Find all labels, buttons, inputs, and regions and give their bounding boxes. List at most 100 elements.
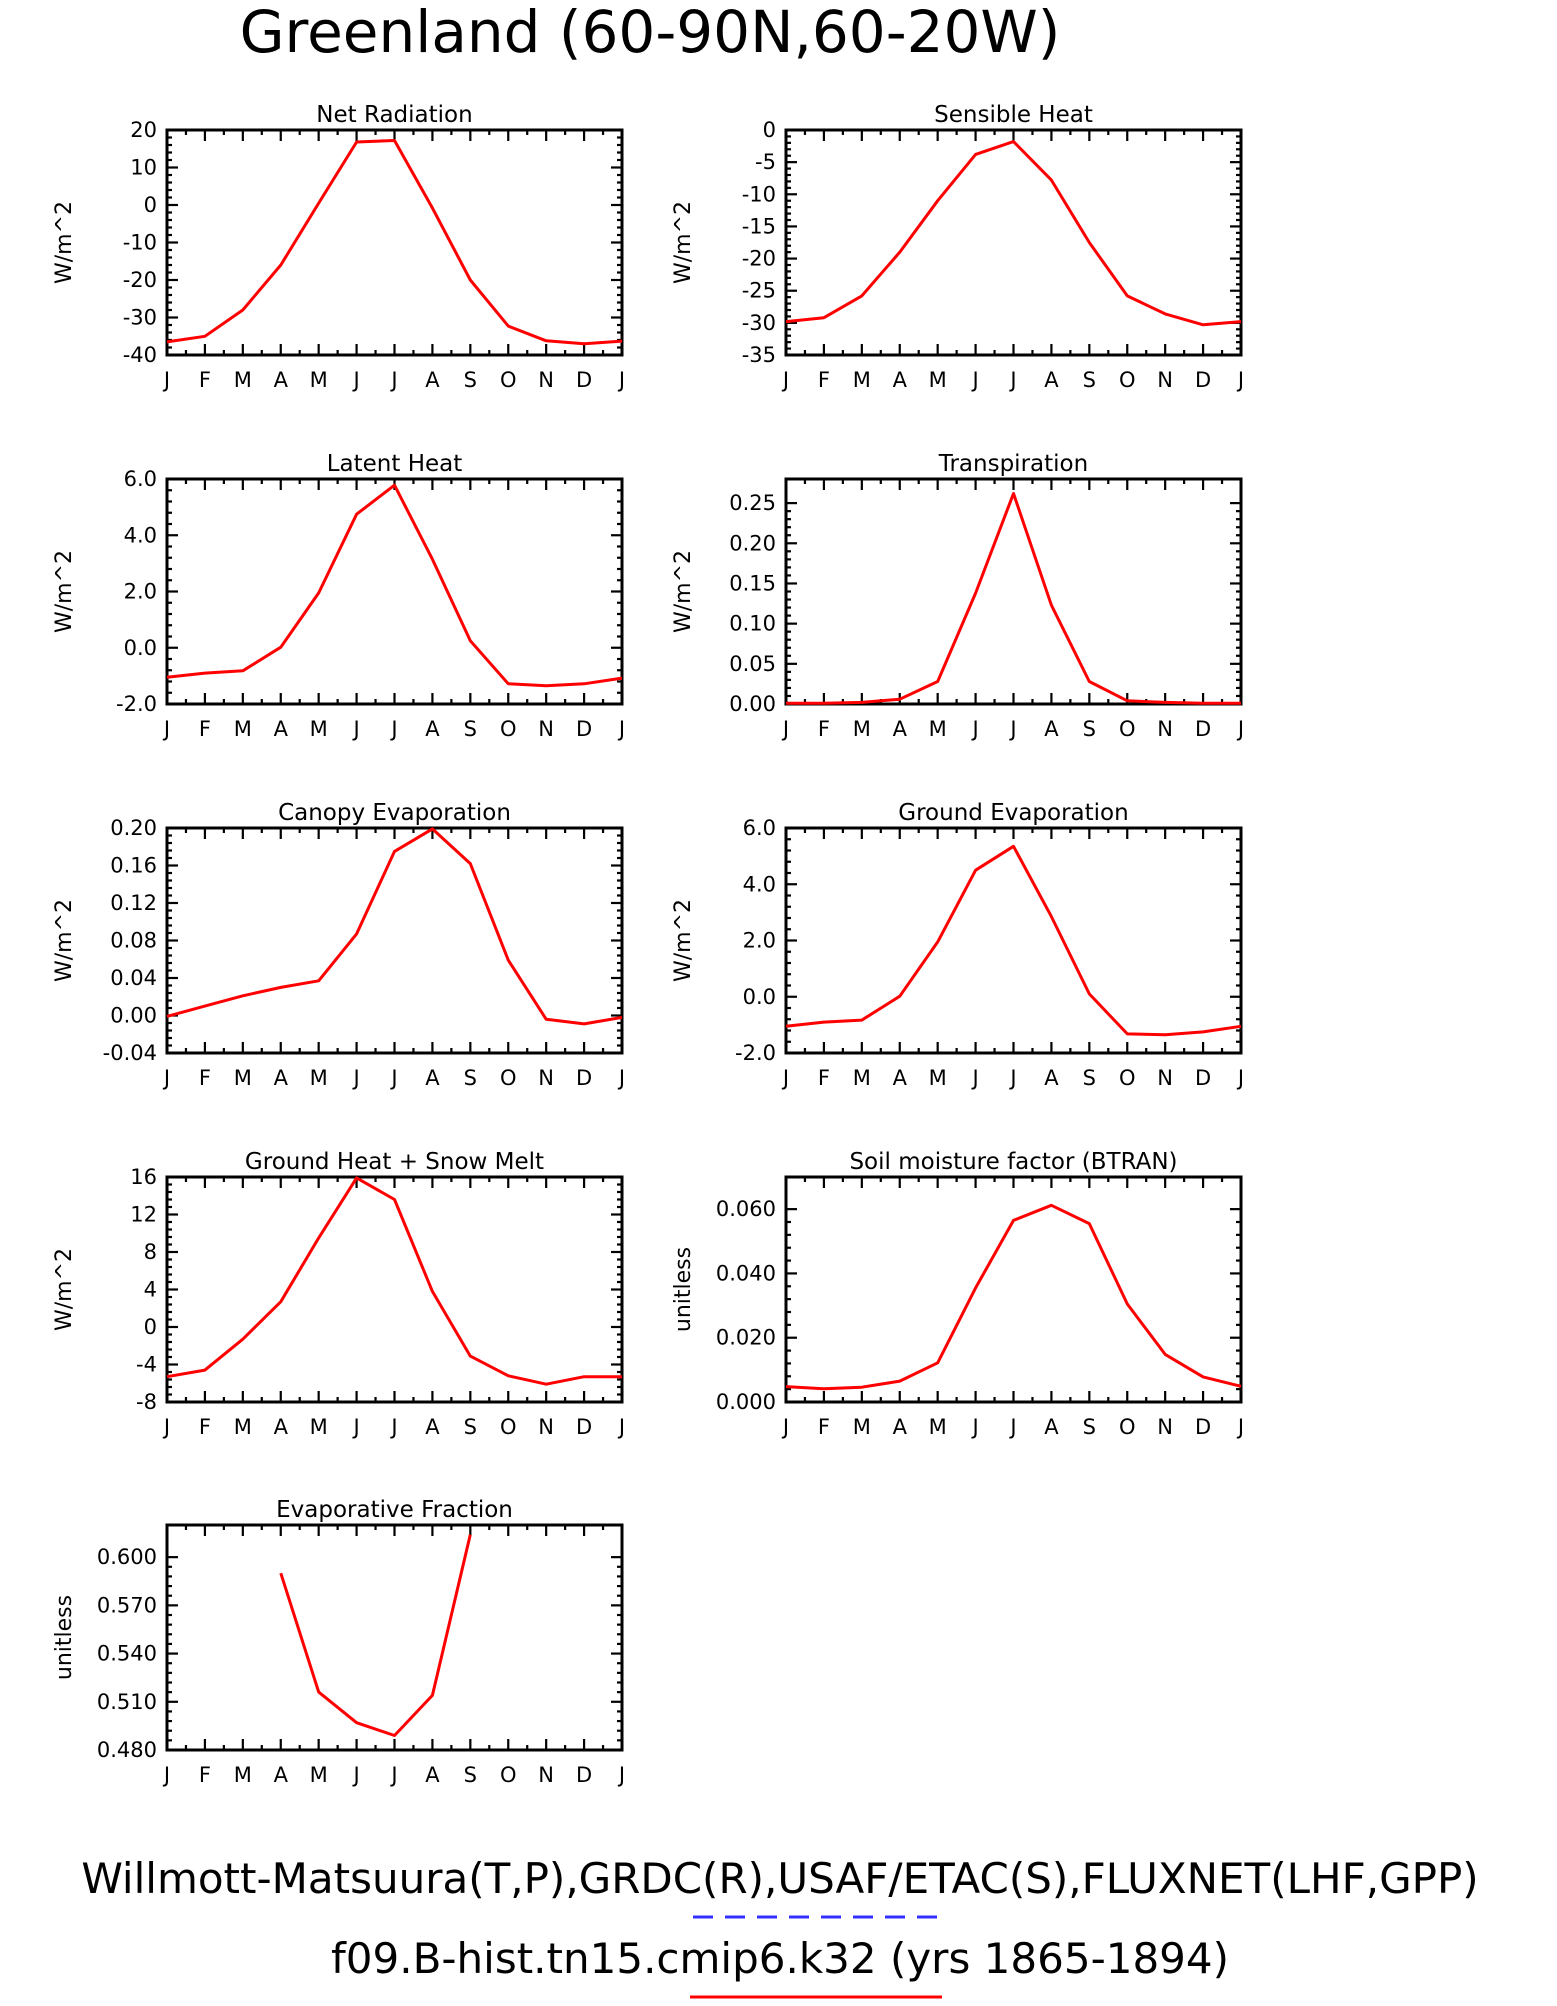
series-line	[166, 483, 623, 688]
x-tick-label: J	[1236, 717, 1244, 741]
y-tick-label: -2.0	[116, 692, 157, 716]
x-tick-label: J	[1236, 1066, 1244, 1090]
x-tick-label: F	[818, 368, 830, 392]
x-tick-label: D	[576, 1763, 592, 1787]
x-tick-label: A	[425, 368, 440, 392]
x-tick-label: J	[389, 717, 397, 741]
x-tick-label: J	[351, 717, 359, 741]
y-tick-label: 10	[130, 156, 157, 180]
x-tick-label: S	[464, 1763, 477, 1787]
y-tick-label: 0.540	[97, 1642, 157, 1666]
x-tick-label: N	[1157, 368, 1173, 392]
y-tick-label: -20	[123, 268, 157, 292]
x-tick-label: M	[310, 368, 328, 392]
y-tick-label: -2.0	[735, 1041, 776, 1065]
x-tick-label: J	[1008, 368, 1016, 392]
plot-frame	[165, 1523, 624, 1752]
y-tick-label: -20	[742, 247, 776, 271]
y-tick-label: 4.0	[743, 872, 776, 896]
plot-frame	[784, 128, 1243, 357]
x-tick-label: A	[274, 1415, 289, 1439]
series-line	[279, 1534, 472, 1737]
y-axis-label: W/m^2	[52, 899, 77, 982]
x-tick-label: M	[929, 717, 947, 741]
x-tick-label: S	[1083, 717, 1096, 741]
y-tick-label: 0.570	[97, 1593, 157, 1617]
x-tick-label: J	[970, 368, 978, 392]
y-tick-label: 0.000	[716, 1390, 776, 1414]
x-tick-label: N	[1157, 1066, 1173, 1090]
x-tick-label: J	[1236, 1415, 1244, 1439]
y-tick-label: 0.00	[729, 692, 776, 716]
x-tick-label: N	[538, 1066, 554, 1090]
x-tick-label: A	[893, 1415, 908, 1439]
y-tick-label: 0.0	[743, 985, 776, 1009]
y-tick-label: 4	[144, 1278, 157, 1302]
x-tick-label: A	[274, 717, 289, 741]
series-line	[786, 492, 1241, 705]
x-tick-label: J	[351, 1415, 359, 1439]
series-line	[166, 827, 623, 1026]
y-tick-label: 0.480	[97, 1738, 157, 1762]
series-line	[166, 139, 623, 346]
y-tick-label: 0.00	[110, 1004, 157, 1028]
x-tick-label: N	[538, 1415, 554, 1439]
y-tick-label: 0.08	[110, 929, 157, 953]
x-tick-label: M	[310, 1763, 328, 1787]
y-tick-label: 4.0	[124, 523, 157, 547]
x-tick-label: N	[538, 368, 554, 392]
x-tick-label: F	[818, 717, 830, 741]
panel-title: Ground Heat + Snow Melt	[245, 1149, 544, 1175]
y-axis-label: W/m^2	[52, 550, 77, 633]
x-tick-label: O	[1119, 1066, 1136, 1090]
y-tick-label: 2.0	[743, 929, 776, 953]
y-tick-label: 0.16	[110, 854, 157, 878]
x-tick-label: S	[464, 368, 477, 392]
y-axis-label: unitless	[671, 1247, 696, 1332]
x-tick-label: N	[538, 1763, 554, 1787]
panel-title: Transpiration	[938, 451, 1088, 477]
x-tick-label: A	[425, 1066, 440, 1090]
x-tick-label: N	[1157, 1415, 1173, 1439]
x-tick-label: M	[929, 1415, 947, 1439]
y-axis-label: W/m^2	[671, 899, 696, 982]
panel-title: Soil moisture factor (BTRAN)	[849, 1149, 1177, 1175]
y-tick-label: 16	[130, 1165, 157, 1189]
x-tick-label: D	[1195, 1066, 1211, 1090]
x-tick-label: J	[781, 1415, 789, 1439]
chart-panel-2: J F M A M J J A S O N D J-35-30-25-20-15-10-50Sensib…	[671, 102, 1244, 392]
x-tick-label: J	[617, 1066, 625, 1090]
y-tick-label: 0.04	[110, 966, 157, 990]
series-line	[785, 140, 1242, 327]
x-tick-label: J	[351, 1763, 359, 1787]
y-tick-label: -40	[123, 343, 157, 367]
y-axis-label: W/m^2	[52, 201, 77, 284]
plot-frame	[165, 128, 624, 357]
y-axis-label: unitless	[52, 1595, 77, 1680]
x-tick-label: J	[1008, 1066, 1016, 1090]
footer-reference-line: Willmott-Matsuura(T,P),GRDC(R),USAF/ETAC…	[81, 1854, 1478, 1903]
x-tick-label: J	[781, 368, 789, 392]
x-tick-label: O	[1119, 368, 1136, 392]
x-tick-label: O	[500, 1763, 517, 1787]
x-tick-label: J	[617, 1415, 625, 1439]
y-tick-label: 0.25	[729, 491, 776, 515]
x-tick-label: D	[1195, 717, 1211, 741]
y-axis-label: W/m^2	[52, 1248, 77, 1331]
x-tick-label: J	[351, 1066, 359, 1090]
x-tick-label: M	[234, 1066, 252, 1090]
plot-frame	[784, 477, 1243, 706]
y-tick-label: 0.05	[729, 652, 776, 676]
x-tick-label: M	[234, 1415, 252, 1439]
x-tick-label: A	[425, 717, 440, 741]
y-tick-label: -30	[742, 311, 776, 335]
x-tick-label: J	[162, 717, 170, 741]
x-tick-label: M	[929, 1066, 947, 1090]
